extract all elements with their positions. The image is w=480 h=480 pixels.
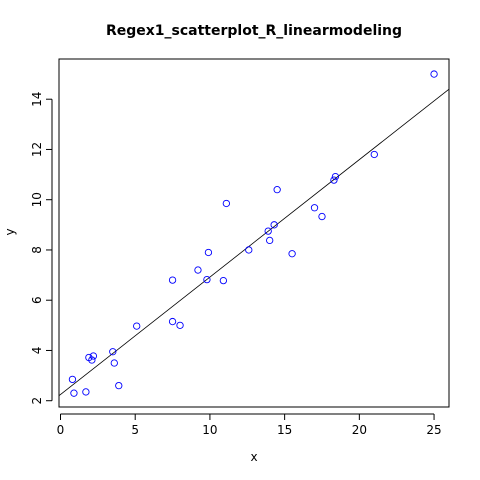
regression-line <box>58 88 450 397</box>
data-point <box>219 276 228 285</box>
x-tick-label: 15 <box>277 423 292 437</box>
data-point <box>245 246 253 254</box>
data-point <box>110 359 118 367</box>
data-point <box>318 212 326 221</box>
data-point <box>270 221 278 229</box>
data-point <box>168 276 177 284</box>
y-tick-label: 4 <box>30 347 44 355</box>
data-point <box>273 186 281 194</box>
data-point <box>109 348 117 356</box>
data-point <box>370 150 378 159</box>
x-tick-label: 0 <box>57 423 65 437</box>
data-point <box>264 227 272 235</box>
data-point <box>68 375 77 384</box>
data-point <box>176 321 184 329</box>
y-axis-label: y <box>3 228 17 235</box>
data-point <box>310 204 319 212</box>
data-point <box>330 176 338 184</box>
data-point <box>288 250 296 258</box>
data-point <box>266 236 274 245</box>
data-point <box>204 248 213 257</box>
data-point <box>430 70 438 78</box>
data-point <box>203 275 211 284</box>
plot-area: 0 5 10 15 20 25 2 4 6 8 10 12 14 <box>30 58 450 437</box>
data-point <box>88 356 96 364</box>
data-point <box>222 199 231 208</box>
y-tick-label: 10 <box>30 192 44 207</box>
y-tick-label: 2 <box>30 397 44 405</box>
x-tick-label: 25 <box>426 423 441 437</box>
data-point <box>115 381 123 390</box>
plot-frame <box>58 58 450 408</box>
x-tick-label: 5 <box>131 423 139 437</box>
data-point <box>89 352 98 360</box>
data-point <box>70 389 78 397</box>
y-tick-label: 14 <box>30 92 44 107</box>
x-tick-label: 10 <box>202 423 217 437</box>
chart-title: Regex1_scatterplot_R_linearmodeling <box>106 23 402 39</box>
data-point <box>168 317 177 326</box>
x-tick-label: 20 <box>352 423 367 437</box>
data-point <box>194 266 202 274</box>
data-point <box>331 172 340 181</box>
data-point <box>82 388 90 396</box>
y-tick-label: 6 <box>30 296 44 304</box>
data-point <box>133 322 141 330</box>
y-tick-label: 12 <box>30 142 44 157</box>
x-axis-label: x <box>250 450 257 464</box>
y-tick-label: 8 <box>30 246 44 254</box>
